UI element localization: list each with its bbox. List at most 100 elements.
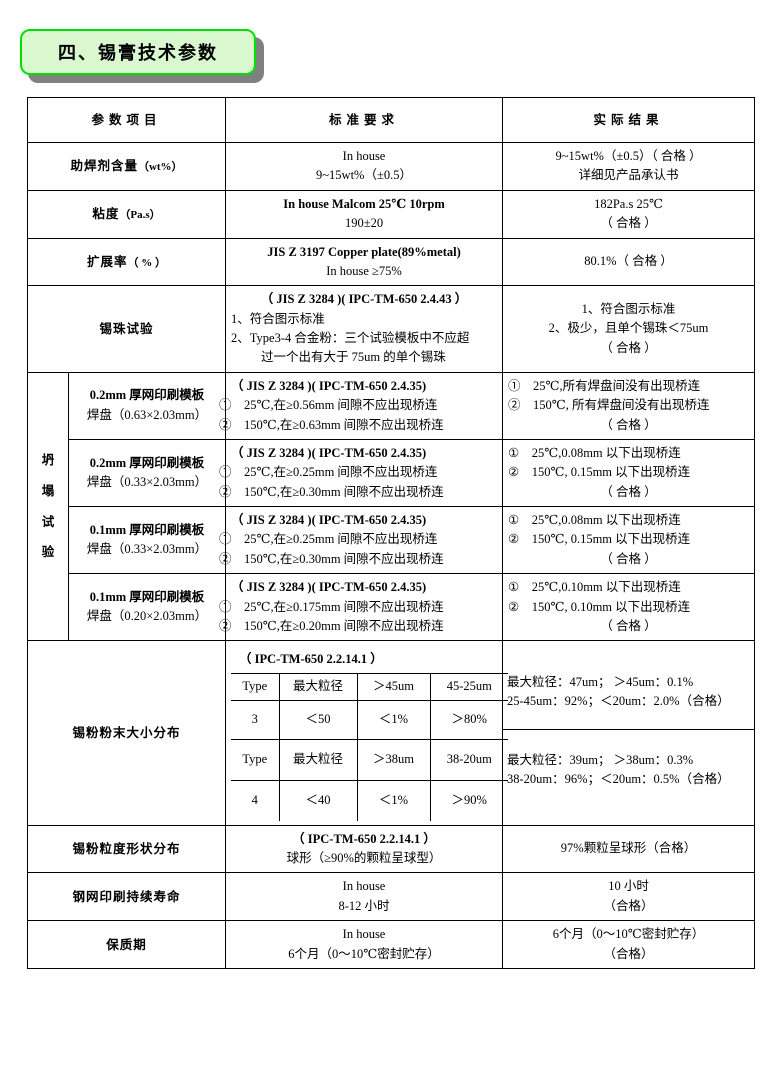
nested-value-cell: 4 <box>231 779 280 821</box>
param-name: 粘度 <box>92 206 120 222</box>
standard-line: In house Malcom 25℃ 10rpm <box>283 196 445 211</box>
param-unit: （wt%） <box>137 161 183 174</box>
standard-line: ① 25℃,在≥0.25mm 间隙不应出现桥连 <box>219 532 438 547</box>
standard-line: ② 150℃,在≥0.20mm 间隙不应出现桥连 <box>219 618 444 633</box>
standard-cell: （ JIS Z 3284 )( IPC-TM-650 2.4.43 ） 1、符合… <box>225 285 504 373</box>
sub-param-bold: 0.1mm 厚网印刷模板 <box>89 522 205 537</box>
result-cell: 10 小时 （合格） <box>502 872 756 922</box>
table-row: 0.1mm 厚网印刷模板 焊盘（0.20×2.03mm） （ JIS Z 328… <box>28 573 756 642</box>
powder-result-cell: 最大粒径：47um； ＞45um：0.1% 25-45um：92%；＜20um：… <box>502 640 756 826</box>
standard-line: ① 25℃,在≥0.25mm 间隙不应出现桥连 <box>219 465 438 480</box>
nested-header-cell: ＞45um <box>356 673 431 701</box>
result-cell: 182Pa.s 25℃ （ 合格 ） <box>502 189 756 239</box>
param-name: 锡粉粒度形状分布 <box>72 841 181 857</box>
param-name: 助焊剂含量 <box>70 158 138 174</box>
param-name-cell: 锡粉粉末大小分布 <box>26 640 227 826</box>
result-line: 9~15wt%（±0.5）（ 合格 ） <box>555 149 702 163</box>
result-line: 97%颗粒呈球形（合格） <box>560 841 697 856</box>
header-param: 参数项目 <box>26 97 227 143</box>
result-line: ① 25℃,0.10mm 以下出现桥连 <box>508 580 681 595</box>
nested-header-cell: 45-25um <box>429 673 509 701</box>
result-line: 最大粒径：47um； ＞45um：0.1% <box>507 675 694 690</box>
standard-line: 6个月（0～10℃密封贮存） <box>288 946 440 961</box>
sub-param-bold: 0.1mm 厚网印刷模板 <box>89 589 205 604</box>
result-cell: 97%颗粒呈球形（合格） <box>502 824 756 874</box>
param-name-cell: 钢网印刷持续寿命 <box>26 872 227 922</box>
table-row: 锡粉粉末大小分布 （ IPC-TM-650 2.2.14.1 ） Type 最大… <box>26 640 756 826</box>
standard-line: （ JIS Z 3284 )( IPC-TM-650 2.4.35) <box>231 513 427 527</box>
heading-title: 四、锡膏技术参数 <box>58 43 218 64</box>
result-line: ① 25℃,0.08mm 以下出现桥连 <box>508 445 681 460</box>
result-line: 详细见产品承认书 <box>578 168 679 183</box>
standard-line: （ IPC-TM-650 2.2.14.1 ） <box>292 831 436 846</box>
param-name: 扩展率 <box>87 253 128 269</box>
nested-value-row: 4 ＜40 ＜1% ＞90% <box>231 779 509 821</box>
nested-value-cell: ＞80% <box>429 699 509 740</box>
result-line: ① 25℃,0.08mm 以下出现桥连 <box>508 513 681 527</box>
result-line: （ 合格 ） <box>600 340 657 355</box>
result-line: 2、极少，且单个锡珠＜75um <box>548 321 709 336</box>
param-name-cell: 助焊剂含量（wt%） <box>26 142 227 191</box>
standard-line: （ JIS Z 3284 )( IPC-TM-650 2.4.35) <box>231 445 427 460</box>
sub-param-name-cell: 0.2mm 厚网印刷模板 焊盘（0.63×2.03mm） <box>67 371 227 440</box>
result-cell: ① 25℃,0.08mm 以下出现桥连 ② 150℃, 0.15mm 以下出现桥… <box>502 438 756 508</box>
result-cell: ① 25℃,0.10mm 以下出现桥连 ② 150℃, 0.10mm 以下出现桥… <box>502 573 756 642</box>
table-row: 0.1mm 厚网印刷模板 焊盘（0.33×2.03mm） （ JIS Z 328… <box>28 505 756 575</box>
table-row: 坍 塌 试 验 0.2mm 厚网印刷模板 焊盘（0.63×2.03mm） （ J… <box>27 371 756 642</box>
result-cell: 9~15wt%（±0.5）（ 合格 ） 详细见产品承认书 <box>502 142 756 191</box>
nested-header-cell: Type <box>231 673 280 701</box>
param-name: 钢网印刷持续寿命 <box>72 889 181 905</box>
standard-line: JIS Z 3197 Copper plate(89%metal) <box>267 244 461 259</box>
standard-line: 过一个出有大于 75um 的单个锡珠 <box>261 350 446 365</box>
standard-line: 9~15wt%（±0.5） <box>316 168 412 183</box>
table-row: 锡粉粒度形状分布 （ IPC-TM-650 2.2.14.1 ） 球形（≥90%… <box>26 824 756 874</box>
nested-value-cell: ＜1% <box>356 699 431 740</box>
result-cell: 6个月（0～10℃密封贮存） （合格） <box>502 920 756 969</box>
nested-value-cell: ＜50 <box>278 699 358 740</box>
standard-cell: In house 9~15wt%（±0.5） <box>225 142 504 191</box>
nested-header-cell: 最大粒径 <box>278 673 358 701</box>
standard-cell: In house Malcom 25℃ 10rpm 190±20 <box>225 189 504 239</box>
result-line: （ 合格 ） <box>600 618 657 633</box>
sub-param-normal: 焊盘（0.33×2.03mm） <box>86 474 208 489</box>
param-name-cell: 粘度（Pa.s） <box>26 189 227 239</box>
result-line: ② 150℃, 所有焊盘间没有出现桥连 <box>508 398 710 413</box>
standard-line: （ JIS Z 3284 )( IPC-TM-650 2.4.35) <box>231 378 427 393</box>
standard-line: ② 150℃,在≥0.30mm 间隙不应出现桥连 <box>219 484 444 499</box>
result-cell: 80.1%（ 合格 ） <box>502 237 756 287</box>
standard-cell: （ JIS Z 3284 )( IPC-TM-650 2.4.35) ① 25℃… <box>219 573 504 642</box>
nested-header-row: Type 最大粒径 ＞38um 38-20um <box>231 738 509 781</box>
result-line: （ 合格 ） <box>600 417 657 432</box>
result-line: 25-45um：92%；＜20um：2.0%（合格） <box>507 694 730 709</box>
nested-value-cell: 3 <box>231 699 280 740</box>
standard-line: In house <box>342 927 386 942</box>
standard-line: ② 150℃,在≥0.63mm 间隙不应出现桥连 <box>219 417 444 432</box>
standard-line: In house <box>342 879 386 894</box>
nested-header-row: Type 最大粒径 ＞45um 45-25um <box>231 673 509 701</box>
nested-value-row: 3 ＜50 ＜1% ＞80% <box>231 699 509 740</box>
param-unit: （Pa.s） <box>119 209 161 222</box>
powder-nested-table: （ IPC-TM-650 2.2.14.1 ） Type 最大粒径 ＞45um … <box>231 645 509 821</box>
vertical-char: 验 <box>41 544 55 560</box>
param-name-cell: 保质期 <box>26 920 227 969</box>
sub-param-bold: 0.2mm 厚网印刷模板 <box>89 388 205 403</box>
result-line: ② 150℃, 0.15mm 以下出现桥连 <box>508 465 691 480</box>
sub-param-normal: 焊盘（0.20×2.03mm） <box>86 609 208 624</box>
sub-param-normal: 焊盘（0.63×2.03mm） <box>86 407 208 422</box>
param-name: 锡珠试验 <box>99 321 154 337</box>
standard-line: 球形（≥90%的颗粒呈球型） <box>286 851 442 865</box>
result-line: ① 25℃,所有焊盘间没有出现桥连 <box>508 378 701 393</box>
header-standard: 标准要求 <box>225 97 504 143</box>
nested-value-cell: ＜40 <box>278 779 358 821</box>
table-row: 助焊剂含量（wt%） In house 9~15wt%（±0.5） 9~15wt… <box>26 142 756 191</box>
section-heading: 四、锡膏技术参数 <box>20 29 264 83</box>
param-name: 保质期 <box>106 936 147 952</box>
result-cell: 1、符合图示标准 2、极少，且单个锡珠＜75um （ 合格 ） <box>502 285 756 373</box>
standard-line: 2、Type3-4 合金粉：三个试验模板中不应超 <box>231 331 470 345</box>
standard-cell: （ JIS Z 3284 )( IPC-TM-650 2.4.35) ① 25℃… <box>219 371 504 440</box>
param-name-cell: 锡珠试验 <box>26 285 227 373</box>
sub-param-name-cell: 0.1mm 厚网印刷模板 焊盘（0.33×2.03mm） <box>67 505 227 575</box>
param-unit: （ % ） <box>127 256 167 269</box>
result-cell: ① 25℃,所有焊盘间没有出现桥连 ② 150℃, 所有焊盘间没有出现桥连 （ … <box>502 371 756 440</box>
table-row: 0.2mm 厚网印刷模板 焊盘（0.33×2.03mm） （ JIS Z 328… <box>28 438 756 508</box>
